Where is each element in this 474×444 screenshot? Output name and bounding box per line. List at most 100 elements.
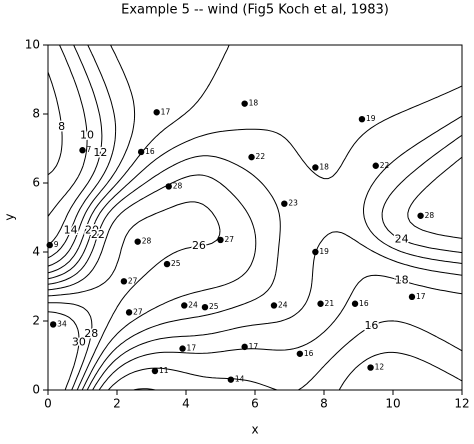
station-point <box>79 147 86 154</box>
station-value: 27 <box>133 307 143 316</box>
station-value: 19 <box>319 247 329 256</box>
y-tick-label: 4 <box>32 245 40 259</box>
x-tick-label: 6 <box>251 397 259 411</box>
station-point <box>179 345 186 352</box>
station-value: 17 <box>187 344 197 353</box>
station-value: 27 <box>128 276 138 285</box>
station-value: 14 <box>235 375 245 384</box>
y-tick-label: 2 <box>32 314 40 328</box>
y-tick-label: 10 <box>25 38 40 52</box>
station-value: 16 <box>304 349 314 358</box>
station-point <box>248 153 255 161</box>
station-value: 18 <box>319 162 329 171</box>
station-point <box>153 109 160 116</box>
station-point <box>281 200 288 207</box>
station-value: 12 <box>375 363 385 372</box>
station-value: 27 <box>225 235 235 244</box>
contour-line <box>48 85 462 390</box>
station-value: 22 <box>380 161 390 170</box>
station-point <box>227 376 235 383</box>
station-value: 28 <box>142 237 152 246</box>
station-point <box>125 309 133 316</box>
station-point <box>49 321 57 328</box>
y-tick-label: 8 <box>32 107 40 121</box>
station-point <box>312 164 319 171</box>
station-point <box>408 293 416 301</box>
station-value: 16 <box>145 147 155 156</box>
station-point <box>296 350 304 357</box>
station-point <box>241 343 248 351</box>
station-value: 9 <box>54 240 59 249</box>
contour-line <box>48 45 88 217</box>
station-point <box>163 260 171 268</box>
station-point <box>312 248 319 256</box>
station-point <box>165 183 172 190</box>
station-point <box>351 300 359 307</box>
x-tick-label: 8 <box>320 397 328 411</box>
contour-label: 10 <box>80 129 94 142</box>
station-value: 7 <box>87 145 92 154</box>
x-axis-label: x <box>251 423 258 437</box>
contour-line <box>48 311 80 390</box>
contour-label: 14 <box>64 223 78 236</box>
contour-label: 20 <box>85 223 99 236</box>
contour-line <box>48 156 462 390</box>
station-point <box>270 302 278 309</box>
x-tick-label: 4 <box>182 397 190 411</box>
station-point <box>417 212 424 219</box>
station-value: 16 <box>359 299 369 308</box>
station-value: 25 <box>209 302 219 311</box>
station-value: 18 <box>249 99 259 108</box>
contour-label: 12 <box>93 146 107 159</box>
x-tick-label: 2 <box>113 397 121 411</box>
contour-label: 16 <box>364 319 378 332</box>
station-value: 28 <box>425 211 435 220</box>
y-tick-label: 6 <box>32 176 40 190</box>
contour-label: 22 <box>91 228 105 241</box>
contour-line <box>48 71 63 176</box>
station-point <box>358 115 366 123</box>
contour-label: 26 <box>192 239 206 252</box>
station-point <box>46 241 53 249</box>
chart-title: Example 5 -- wind (Fig5 Koch et al, 1983… <box>121 3 389 18</box>
station-value: 28 <box>173 181 183 190</box>
station-value: 11 <box>159 366 169 375</box>
contour-line <box>48 302 93 390</box>
contour-line <box>48 45 462 390</box>
station-value: 17 <box>249 342 259 351</box>
station-value: 23 <box>288 199 298 208</box>
station-point <box>317 300 324 307</box>
station-value: 24 <box>188 300 198 309</box>
y-axis-label: y <box>3 213 17 220</box>
station-value: 19 <box>366 114 376 123</box>
station-point <box>367 364 374 371</box>
x-tick-label: 10 <box>385 397 400 411</box>
y-tick-label: 0 <box>32 383 40 397</box>
station-point <box>137 148 145 156</box>
contour-label: 8 <box>58 120 65 133</box>
station-point <box>372 162 379 169</box>
station-point <box>241 100 248 107</box>
contour-line <box>48 45 462 390</box>
station-point <box>217 236 224 244</box>
contour-label: 18 <box>395 274 409 287</box>
station-point <box>120 278 128 285</box>
station-point <box>181 302 188 309</box>
contour-line <box>48 115 462 390</box>
contour-label: 28 <box>84 327 98 340</box>
station-value: 17 <box>416 292 426 301</box>
station-value: 17 <box>161 107 171 116</box>
station-point <box>201 304 209 311</box>
x-tick-label: 0 <box>44 397 52 411</box>
contour-label: 24 <box>395 233 409 246</box>
station-point <box>151 367 159 375</box>
contour-label: 30 <box>72 336 86 349</box>
contours <box>48 45 462 390</box>
x-tick-label: 12 <box>454 397 469 411</box>
station-value: 22 <box>256 152 266 161</box>
contour-line <box>48 134 462 390</box>
station-value: 34 <box>57 319 67 328</box>
station-value: 25 <box>171 259 181 268</box>
